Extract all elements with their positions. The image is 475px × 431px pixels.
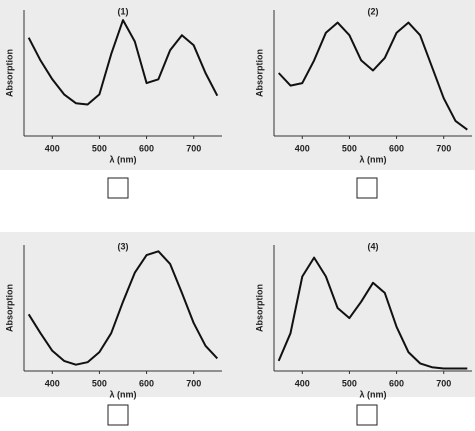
chart-title: (1)	[118, 6, 129, 16]
x-tick-label: 700	[186, 143, 201, 153]
x-tick-label: 700	[436, 143, 451, 153]
panel-bg	[0, 232, 475, 397]
x-axis-label: λ (nm)	[360, 154, 387, 164]
x-tick-label: 400	[45, 143, 60, 153]
spectrum-line	[27, 250, 219, 366]
y-axis-label: Absorption	[4, 284, 14, 332]
panel-bg	[0, 0, 475, 170]
x-tick-label: 400	[45, 378, 60, 388]
x-tick-label: 600	[389, 143, 404, 153]
x-tick-label: 500	[342, 378, 357, 388]
spectrum-line	[277, 21, 468, 131]
x-tick-label: 500	[342, 143, 357, 153]
checkbox[interactable]	[356, 177, 378, 199]
checkbox[interactable]	[107, 177, 129, 199]
x-axis-label: λ (nm)	[110, 154, 137, 164]
y-axis-label: Absorption	[254, 49, 264, 97]
x-tick-label: 600	[139, 143, 154, 153]
x-tick-label: 500	[92, 378, 107, 388]
x-tick-label: 600	[389, 378, 404, 388]
x-tick-label: 700	[186, 378, 201, 388]
spectrum-line	[277, 256, 468, 370]
y-axis-label: Absorption	[4, 49, 14, 97]
chart-title: (4)	[368, 241, 379, 251]
x-axis-label: λ (nm)	[360, 389, 387, 399]
y-axis-label: Absorption	[254, 284, 264, 332]
x-axis-label: λ (nm)	[110, 389, 137, 399]
x-tick-label: 400	[295, 378, 310, 388]
checkbox[interactable]	[356, 404, 378, 426]
x-tick-label: 400	[295, 143, 310, 153]
checkbox[interactable]	[107, 404, 129, 426]
x-tick-label: 600	[139, 378, 154, 388]
x-tick-label: 700	[436, 378, 451, 388]
chart-title: (3)	[118, 241, 129, 251]
chart-title: (2)	[368, 6, 379, 16]
x-tick-label: 500	[92, 143, 107, 153]
spectrum-line	[27, 19, 219, 106]
